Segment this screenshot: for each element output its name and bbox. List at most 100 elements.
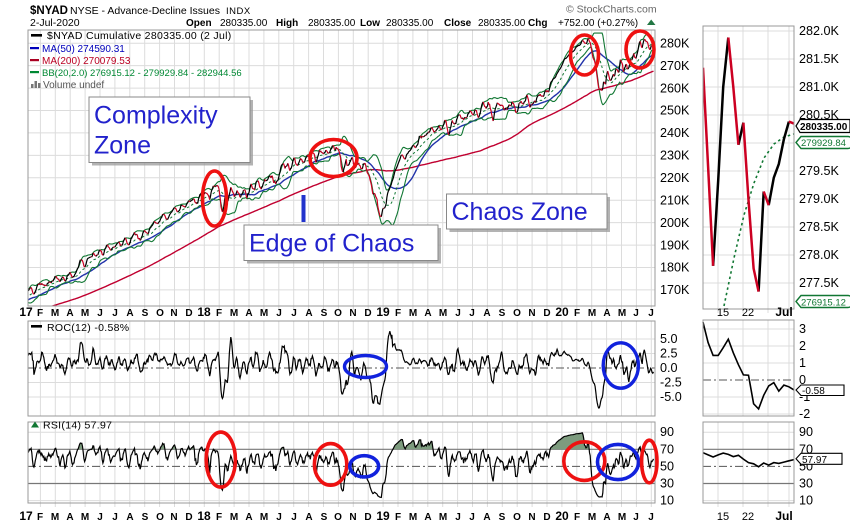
svg-text:M: M (51, 512, 59, 523)
svg-text:A: A (245, 308, 252, 319)
svg-text:J: J (112, 512, 118, 523)
svg-text:O: O (156, 308, 164, 319)
svg-text:D: D (543, 308, 550, 319)
svg-text:$NYAD: $NYAD (30, 5, 68, 17)
svg-text:MA(50) 274590.31: MA(50) 274590.31 (42, 44, 125, 55)
svg-text:A: A (603, 512, 610, 523)
svg-text:A: A (245, 512, 252, 523)
svg-text:170K: 170K (660, 283, 690, 297)
svg-text:281.0K: 281.0K (799, 80, 840, 94)
svg-text:210K: 210K (660, 193, 690, 207)
svg-text:M: M (230, 512, 238, 523)
svg-text:F: F (37, 308, 43, 319)
svg-text:1: 1 (799, 356, 806, 370)
svg-text:A: A (424, 308, 431, 319)
svg-text:© StockCharts.com: © StockCharts.com (566, 4, 657, 16)
svg-text:277.5K: 277.5K (799, 276, 840, 290)
svg-text:F: F (395, 512, 401, 523)
svg-text:15: 15 (717, 307, 729, 319)
svg-text:J: J (276, 512, 282, 523)
svg-text:N: N (528, 512, 535, 523)
svg-text:A: A (424, 512, 431, 523)
svg-text:A: A (603, 308, 610, 319)
svg-text:279.5K: 279.5K (799, 164, 840, 178)
svg-text:278.0K: 278.0K (799, 248, 840, 262)
svg-text:Low: Low (360, 18, 380, 29)
svg-text:N: N (528, 308, 535, 319)
svg-text:F: F (574, 512, 580, 523)
svg-text:280.5K: 280.5K (799, 108, 840, 122)
svg-text:240K: 240K (660, 126, 690, 140)
svg-text:M: M (439, 512, 447, 523)
svg-text:2-Jul-2020: 2-Jul-2020 (30, 17, 80, 29)
svg-text:279.0K: 279.0K (799, 192, 840, 206)
svg-text:J: J (455, 308, 461, 319)
svg-text:N: N (349, 308, 356, 319)
svg-text:10: 10 (660, 494, 674, 508)
svg-text:M: M (439, 308, 447, 319)
svg-text:-0.58: -0.58 (802, 386, 825, 397)
svg-text:N: N (170, 512, 177, 523)
svg-text:D: D (364, 512, 371, 523)
svg-text:$NYAD Cumulative 280335.00 (2: $NYAD Cumulative 280335.00 (2 Jul) (47, 30, 232, 42)
svg-text:70: 70 (660, 442, 674, 456)
svg-text:M: M (618, 308, 626, 319)
svg-text:J: J (469, 308, 475, 319)
svg-text:F: F (395, 308, 401, 319)
svg-text:F: F (216, 308, 222, 319)
svg-text:J: J (648, 512, 654, 523)
svg-text:O: O (334, 512, 342, 523)
svg-text:280335.00: 280335.00 (386, 18, 434, 29)
svg-text:BB(20,2.0) 276915.12 - 279929.: BB(20,2.0) 276915.12 - 279929.84 - 28294… (42, 68, 242, 79)
svg-text:10: 10 (799, 494, 813, 508)
svg-text:A: A (483, 512, 490, 523)
svg-text:J: J (112, 308, 118, 319)
svg-text:A: A (126, 512, 133, 523)
svg-text:Complexity: Complexity (94, 102, 218, 130)
svg-text:J: J (633, 512, 639, 523)
svg-text:250K: 250K (660, 104, 690, 118)
svg-text:18: 18 (197, 305, 211, 319)
svg-text:276915.12: 276915.12 (801, 298, 846, 309)
svg-text:D: D (364, 308, 371, 319)
svg-text:M: M (260, 308, 268, 319)
svg-text:J: J (648, 308, 654, 319)
svg-text:90: 90 (799, 425, 813, 439)
svg-text:-5.0: -5.0 (660, 390, 682, 404)
svg-text:NYSE - Advance-Decline Issues: NYSE - Advance-Decline Issues (70, 5, 220, 17)
svg-text:M: M (409, 308, 417, 319)
svg-text:-1: -1 (799, 390, 810, 404)
svg-text:O: O (156, 512, 164, 523)
svg-text:S: S (499, 308, 506, 319)
svg-text:J: J (97, 512, 103, 523)
svg-text:50: 50 (660, 459, 674, 473)
svg-text:F: F (574, 308, 580, 319)
svg-text:Edge of Chaos: Edge of Chaos (249, 230, 414, 258)
svg-text:S: S (142, 512, 149, 523)
svg-text:2.5: 2.5 (660, 347, 678, 361)
svg-text:-2: -2 (799, 407, 810, 421)
svg-text:Jul: Jul (775, 509, 792, 523)
svg-text:J: J (469, 512, 475, 523)
svg-text:22: 22 (742, 307, 754, 319)
svg-text:J: J (97, 308, 103, 319)
svg-text:Jul: Jul (775, 305, 792, 319)
svg-text:260K: 260K (660, 81, 690, 95)
svg-text:J: J (455, 512, 461, 523)
svg-text:RSI(14) 57.97: RSI(14) 57.97 (43, 420, 112, 432)
svg-text:J: J (633, 308, 639, 319)
svg-text:A: A (66, 308, 73, 319)
svg-text:A: A (305, 308, 312, 319)
svg-text:20: 20 (555, 509, 569, 523)
svg-text:F: F (216, 512, 222, 523)
svg-text:M: M (588, 308, 596, 319)
svg-text:30: 30 (660, 477, 674, 491)
svg-text:A: A (126, 308, 133, 319)
svg-text:30: 30 (799, 477, 813, 491)
svg-text:19: 19 (376, 509, 390, 523)
svg-text:Chg: Chg (528, 18, 547, 29)
svg-text:High: High (276, 18, 298, 29)
svg-text:2: 2 (799, 339, 806, 353)
svg-text:+752.00 (+0.27%): +752.00 (+0.27%) (558, 18, 638, 29)
svg-text:O: O (334, 308, 342, 319)
